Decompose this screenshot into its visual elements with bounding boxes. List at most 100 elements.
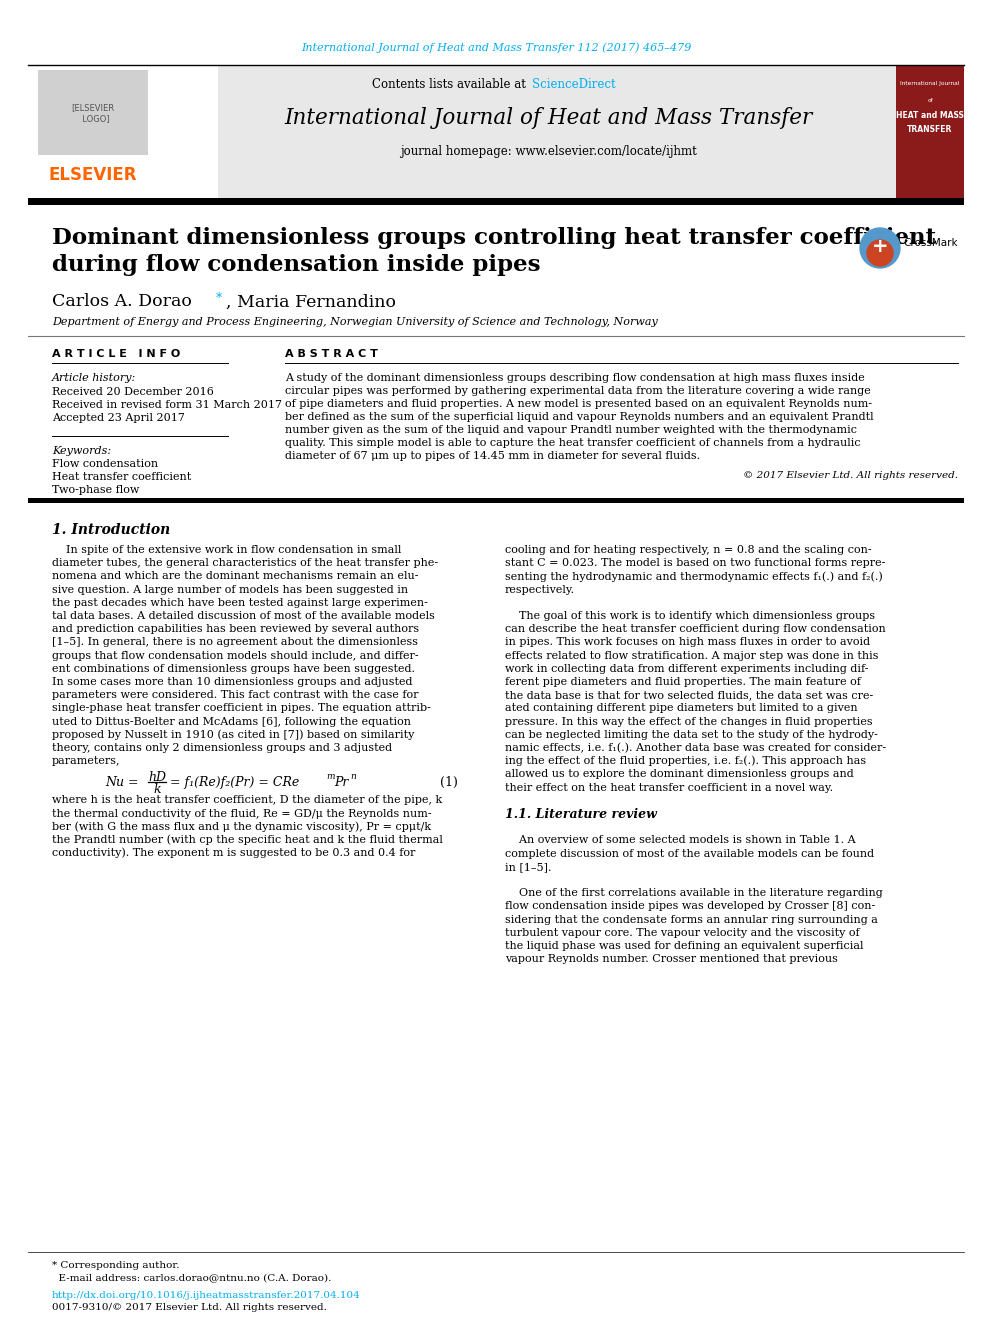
Text: of: of <box>928 98 932 102</box>
Text: ing the effect of the fluid properties, i.e. f₂(.). This approach has: ing the effect of the fluid properties, … <box>505 755 866 766</box>
Text: HEAT and MASS: HEAT and MASS <box>896 111 964 120</box>
Text: tal data bases. A detailed discussion of most of the available models: tal data bases. A detailed discussion of… <box>52 611 434 620</box>
Text: , Maria Fernandino: , Maria Fernandino <box>226 294 396 311</box>
Text: conductivity). The exponent m is suggested to be 0.3 and 0.4 for: conductivity). The exponent m is suggest… <box>52 848 416 859</box>
Text: parameters,: parameters, <box>52 757 120 766</box>
Text: the Prandtl number (with cp the specific heat and k the fluid thermal: the Prandtl number (with cp the specific… <box>52 835 442 845</box>
Text: where h is the heat transfer coefficient, D the diameter of the pipe, k: where h is the heat transfer coefficient… <box>52 795 442 806</box>
Text: diameter of 67 μm up to pipes of 14.45 mm in diameter for several fluids.: diameter of 67 μm up to pipes of 14.45 m… <box>285 451 700 460</box>
Text: In spite of the extensive work in flow condensation in small: In spite of the extensive work in flow c… <box>52 545 402 556</box>
Text: A study of the dominant dimensionless groups describing flow condensation at hig: A study of the dominant dimensionless gr… <box>285 373 865 382</box>
Text: allowed us to explore the dominant dimensionless groups and: allowed us to explore the dominant dimen… <box>505 770 854 779</box>
Text: work in collecting data from different experiments including dif-: work in collecting data from different e… <box>505 664 869 673</box>
Text: ber defined as the sum of the superficial liquid and vapour Reynolds numbers and: ber defined as the sum of the superficia… <box>285 411 874 422</box>
Text: can be neglected limiting the data set to the study of the hydrody-: can be neglected limiting the data set t… <box>505 730 878 740</box>
Text: proposed by Nusselt in 1910 (as cited in [7]) based on similarity: proposed by Nusselt in 1910 (as cited in… <box>52 729 415 740</box>
Text: ent combinations of dimensionless groups have been suggested.: ent combinations of dimensionless groups… <box>52 664 415 673</box>
Text: Accepted 23 April 2017: Accepted 23 April 2017 <box>52 413 185 423</box>
Text: cooling and for heating respectively, n = 0.8 and the scaling con-: cooling and for heating respectively, n … <box>505 545 872 556</box>
Text: © 2017 Elsevier Ltd. All rights reserved.: © 2017 Elsevier Ltd. All rights reserved… <box>743 471 958 480</box>
Text: In some cases more than 10 dimensionless groups and adjusted: In some cases more than 10 dimensionless… <box>52 677 413 687</box>
Text: nomena and which are the dominant mechanisms remain an elu-: nomena and which are the dominant mechan… <box>52 572 419 581</box>
Text: Two-phase flow: Two-phase flow <box>52 486 139 495</box>
Bar <box>38 70 148 155</box>
Text: An overview of some selected models is shown in Table 1. A: An overview of some selected models is s… <box>505 835 856 845</box>
Text: can describe the heat transfer coefficient during flow condensation: can describe the heat transfer coefficie… <box>505 624 886 634</box>
Bar <box>896 66 964 198</box>
Text: Keywords:: Keywords: <box>52 446 111 456</box>
Text: sive question. A large number of models has been suggested in: sive question. A large number of models … <box>52 585 408 594</box>
Text: E-mail address: carlos.dorao@ntnu.no (C.A. Dorao).: E-mail address: carlos.dorao@ntnu.no (C.… <box>52 1274 331 1282</box>
Text: complete discussion of most of the available models can be found: complete discussion of most of the avail… <box>505 848 874 859</box>
Text: number given as the sum of the liquid and vapour Prandtl number weighted with th: number given as the sum of the liquid an… <box>285 425 857 435</box>
Text: theory, contains only 2 dimensionless groups and 3 adjusted: theory, contains only 2 dimensionless gr… <box>52 744 392 753</box>
Bar <box>28 497 964 503</box>
Text: flow condensation inside pipes was developed by Crosser [8] con-: flow condensation inside pipes was devel… <box>505 901 875 912</box>
Text: hD: hD <box>148 771 166 785</box>
Circle shape <box>867 239 893 266</box>
Text: uted to Dittus-Boelter and McAdams [6], following the equation: uted to Dittus-Boelter and McAdams [6], … <box>52 717 411 726</box>
Text: ated containing different pipe diameters but limited to a given: ated containing different pipe diameters… <box>505 704 858 713</box>
Text: 1. Introduction: 1. Introduction <box>52 523 171 537</box>
Bar <box>28 66 218 198</box>
Circle shape <box>860 228 900 269</box>
Text: The goal of this work is to identify which dimensionless groups: The goal of this work is to identify whi… <box>505 611 875 620</box>
Text: 1.1. Literature review: 1.1. Literature review <box>505 807 657 820</box>
Text: Article history:: Article history: <box>52 373 136 382</box>
Text: diameter tubes, the general characteristics of the heat transfer phe-: diameter tubes, the general characterist… <box>52 558 438 568</box>
Text: the data base is that for two selected fluids, the data set was cre-: the data base is that for two selected f… <box>505 691 873 700</box>
Text: (1): (1) <box>440 775 458 789</box>
Text: respectively.: respectively. <box>505 585 575 594</box>
Text: Carlos A. Dorao: Carlos A. Dorao <box>52 294 197 311</box>
Text: in [1–5].: in [1–5]. <box>505 861 552 872</box>
Text: n: n <box>350 771 356 781</box>
Text: their effect on the heat transfer coefficient in a novel way.: their effect on the heat transfer coeffi… <box>505 783 833 792</box>
Bar <box>28 66 896 198</box>
Text: the past decades which have been tested against large experimen-: the past decades which have been tested … <box>52 598 428 607</box>
Text: quality. This simple model is able to capture the heat transfer coefficient of c: quality. This simple model is able to ca… <box>285 438 861 448</box>
Text: and prediction capabilities has been reviewed by several authors: and prediction capabilities has been rev… <box>52 624 420 634</box>
Text: senting the hydrodynamic and thermodynamic effects f₁(.) and f₂(.): senting the hydrodynamic and thermodynam… <box>505 572 883 582</box>
Text: [1–5]. In general, there is no agreement about the dimensionless: [1–5]. In general, there is no agreement… <box>52 638 418 647</box>
Text: the thermal conductivity of the fluid, Re = GD/μ the Reynolds num-: the thermal conductivity of the fluid, R… <box>52 808 432 819</box>
Text: in pipes. This work focuses on high mass fluxes in order to avoid: in pipes. This work focuses on high mass… <box>505 638 870 647</box>
Text: One of the first correlations available in the literature regarding: One of the first correlations available … <box>505 888 883 898</box>
Text: Contents lists available at: Contents lists available at <box>372 78 530 90</box>
Text: turbulent vapour core. The vapour velocity and the viscosity of: turbulent vapour core. The vapour veloci… <box>505 927 860 938</box>
Text: International Journal of Heat and Mass Transfer 112 (2017) 465–479: International Journal of Heat and Mass T… <box>301 42 691 53</box>
Text: ELSEVIER: ELSEVIER <box>49 165 137 184</box>
Text: sidering that the condensate forms an annular ring surrounding a: sidering that the condensate forms an an… <box>505 914 878 925</box>
Text: stant C = 0.023. The model is based on two functional forms repre-: stant C = 0.023. The model is based on t… <box>505 558 886 568</box>
Text: Received 20 December 2016: Received 20 December 2016 <box>52 388 214 397</box>
Text: +: + <box>872 237 888 255</box>
Text: A R T I C L E   I N F O: A R T I C L E I N F O <box>52 349 181 359</box>
Text: TRANSFER: TRANSFER <box>908 126 952 135</box>
Text: [ELSEVIER
  LOGO]: [ELSEVIER LOGO] <box>71 103 114 123</box>
Text: m: m <box>326 771 334 781</box>
Text: of pipe diameters and fluid properties. A new model is presented based on an equ: of pipe diameters and fluid properties. … <box>285 400 872 409</box>
Text: k: k <box>153 783 161 796</box>
Text: Department of Energy and Process Engineering, Norwegian University of Science an: Department of Energy and Process Enginee… <box>52 318 658 327</box>
Text: Dominant dimensionless groups controlling heat transfer coefficient: Dominant dimensionless groups controllin… <box>52 228 936 249</box>
Text: namic effects, i.e. f₁(.). Another data base was created for consider-: namic effects, i.e. f₁(.). Another data … <box>505 742 886 753</box>
Text: Pr: Pr <box>334 775 348 789</box>
Text: Received in revised form 31 March 2017: Received in revised form 31 March 2017 <box>52 400 282 410</box>
Text: ber (with G the mass flux and μ the dynamic viscosity), Pr = cpμt/k: ber (with G the mass flux and μ the dyna… <box>52 822 432 832</box>
Text: pressure. In this way the effect of the changes in fluid properties: pressure. In this way the effect of the … <box>505 717 873 726</box>
Text: effects related to flow stratification. A major step was done in this: effects related to flow stratification. … <box>505 651 879 660</box>
Text: parameters were considered. This fact contrast with the case for: parameters were considered. This fact co… <box>52 691 419 700</box>
Text: the liquid phase was used for defining an equivalent superficial: the liquid phase was used for defining a… <box>505 941 863 951</box>
Text: http://dx.doi.org/10.1016/j.ijheatmasstransfer.2017.04.104: http://dx.doi.org/10.1016/j.ijheatmasstr… <box>52 1290 361 1299</box>
Text: single-phase heat transfer coefficient in pipes. The equation attrib-: single-phase heat transfer coefficient i… <box>52 704 431 713</box>
Text: Flow condensation: Flow condensation <box>52 459 158 468</box>
Text: circular pipes was performed by gathering experimental data from the literature : circular pipes was performed by gatherin… <box>285 386 871 396</box>
Text: International Journal: International Journal <box>901 82 959 86</box>
Text: A B S T R A C T: A B S T R A C T <box>285 349 378 359</box>
Text: * Corresponding author.: * Corresponding author. <box>52 1261 180 1270</box>
Text: journal homepage: www.elsevier.com/locate/ijhmt: journal homepage: www.elsevier.com/locat… <box>400 146 696 159</box>
Text: vapour Reynolds number. Crosser mentioned that previous: vapour Reynolds number. Crosser mentione… <box>505 954 838 964</box>
Text: Nu =: Nu = <box>105 775 143 789</box>
Text: CrossMark: CrossMark <box>903 238 957 247</box>
Text: International Journal of Heat and Mass Transfer: International Journal of Heat and Mass T… <box>284 107 812 130</box>
Bar <box>28 198 964 205</box>
